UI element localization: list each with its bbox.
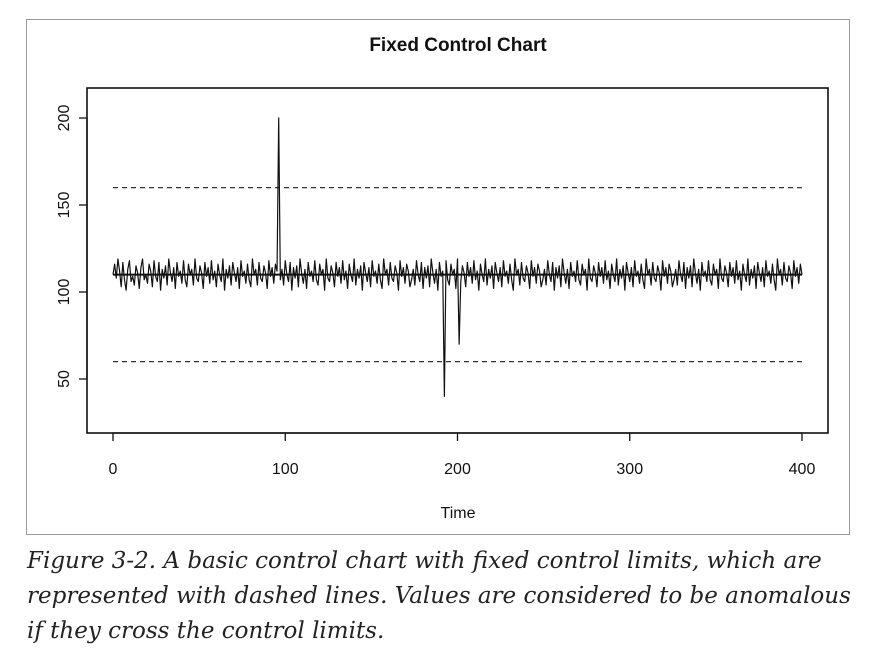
figure-frame: Fixed Control Chart 0 100 200 300 400 50 100 1… (26, 19, 850, 535)
x-axis-label: Time (441, 505, 476, 522)
x-tick-label: 300 (616, 461, 643, 478)
series-line (112, 117, 803, 397)
y-tick-label: 150 (56, 192, 73, 219)
y-tick-label: 200 (56, 105, 73, 132)
control-chart: Fixed Control Chart 0 100 200 300 400 50 100 1… (56, 35, 829, 522)
x-tick-label: 400 (789, 461, 816, 478)
chart-title: Fixed Control Chart (369, 35, 547, 56)
y-tick-label: 50 (56, 370, 73, 388)
x-tick-label: 200 (444, 461, 471, 478)
x-tick-label: 0 (109, 461, 118, 478)
series-group (112, 117, 803, 397)
x-tick-label: 100 (272, 461, 299, 478)
x-axis: 0 100 200 300 400 (109, 432, 816, 478)
control-limits (113, 186, 802, 363)
y-axis: 50 100 150 200 (56, 105, 88, 388)
figure-caption: Figure 3-2. A basic control chart with f… (27, 548, 851, 644)
y-tick-label: 100 (56, 279, 73, 306)
